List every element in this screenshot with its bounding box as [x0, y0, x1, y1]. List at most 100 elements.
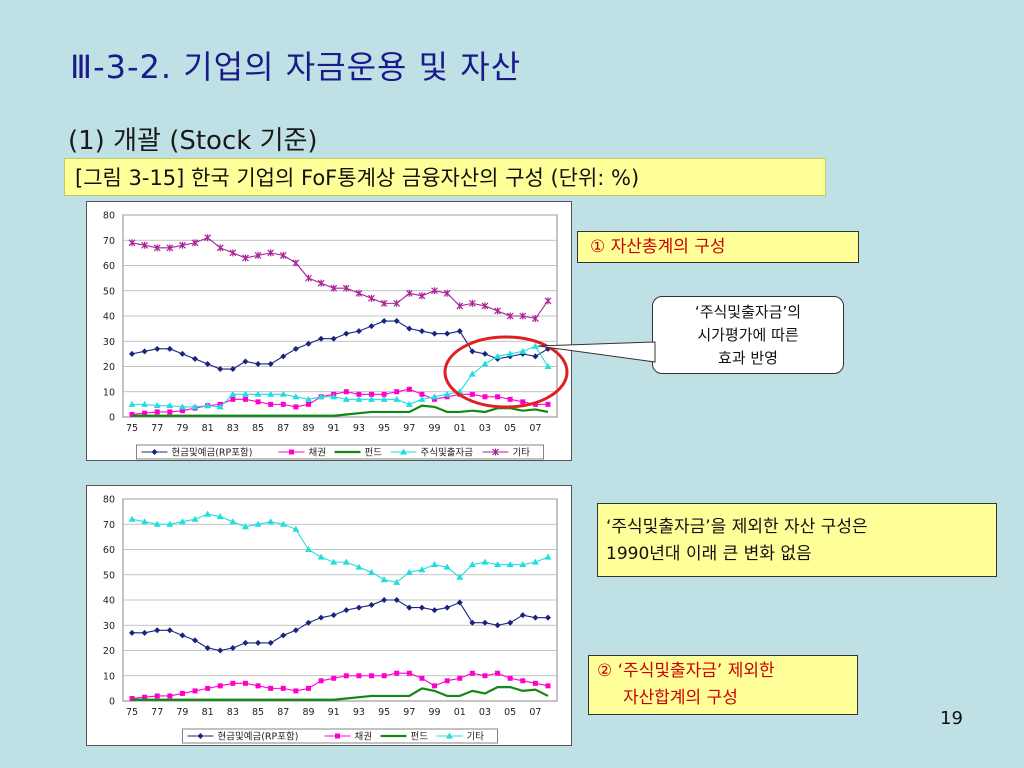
chart2-data-point [305, 619, 312, 626]
chart2-series-0 [129, 597, 551, 654]
chart2-data-point [179, 632, 186, 639]
chart1-xtick-label: 87 [277, 423, 289, 434]
chart1-ytick-label: 40 [103, 312, 115, 323]
chart2-data-point [519, 561, 527, 568]
chart2-ytick-label: 40 [103, 596, 115, 607]
chart2-data-point [267, 639, 274, 646]
chart1-data-point [153, 244, 161, 252]
chart2-series-line [132, 686, 549, 701]
chart2-data-point [204, 644, 211, 651]
chart1-data-point [342, 395, 350, 402]
chart1-legend-marker [151, 449, 158, 455]
chart1-data-point [242, 358, 249, 365]
chart2-series-line [131, 513, 549, 583]
chart1-ytick-label: 0 [109, 413, 115, 424]
chart2-xtick-label: 91 [328, 707, 340, 718]
chart1-data-point [154, 345, 161, 352]
chart1-data-point [393, 318, 400, 325]
chart1-data-point [330, 393, 338, 400]
chart2-series-2 [132, 686, 549, 701]
chart2-ytick-label: 50 [103, 570, 115, 581]
chart2-xtick-label: 95 [378, 707, 390, 718]
chart2-data-point [292, 525, 300, 532]
chart1-data-point [481, 302, 489, 310]
page-number: 19 [940, 708, 963, 729]
chart1-xtick-label: 85 [252, 423, 264, 434]
chart2-data-point [394, 670, 400, 676]
chart1-data-point [368, 395, 376, 402]
chart2-xtick-label: 85 [252, 707, 264, 718]
chart2-data-point [330, 612, 337, 619]
chart1-data-point [229, 249, 237, 257]
chart1-data-point [355, 289, 363, 297]
chart2-data-point [229, 644, 236, 651]
chart1-data-point [128, 400, 136, 407]
chart2-data-point [304, 546, 312, 552]
chart1-data-point [178, 403, 186, 410]
chart2-data-point [141, 518, 149, 525]
chart2-data-point [432, 683, 438, 689]
chart2-data-point [154, 693, 160, 699]
chart1-data-point [292, 259, 300, 267]
chart2-data-point [507, 619, 514, 626]
slide-subtitle: (1) 개괄 (Stock 기준) [68, 126, 318, 156]
chart1-xtick-label: 83 [227, 423, 239, 434]
chart1-data-point [381, 391, 387, 397]
chart2-data-point [406, 670, 412, 676]
chart1-data-point [468, 299, 476, 307]
chart2-xtick-label: 03 [479, 707, 491, 718]
chart1-data-point [531, 315, 539, 323]
chart2-data-point [166, 520, 174, 527]
chart2-legend-marker [446, 732, 453, 739]
chart1-data-point [267, 390, 275, 397]
note3-line-1: ② ‘주식및출자금’ 제외한 [597, 661, 775, 681]
chart1-data-point [305, 401, 311, 407]
chart1-data-point [241, 390, 249, 397]
chart2-legend-label: 현금및예금(RP포함) [218, 731, 299, 743]
chart2-data-point [520, 678, 526, 684]
chart1-data-point [216, 244, 224, 252]
chart2-data-point [343, 607, 350, 614]
chart2-data-point [393, 597, 400, 603]
chart1-data-point [355, 328, 362, 335]
chart2-data-point [368, 602, 375, 609]
chart2-data-point [142, 694, 148, 700]
chart1-xtick-label: 95 [378, 423, 390, 434]
chart1-data-point [418, 328, 425, 335]
chart1-data-point [356, 391, 362, 397]
note-composition-unchanged: ‘주식및출자금’을 제외한 자산 구성은 1990년대 이래 큰 변화 없음 [597, 503, 997, 577]
chart2-data-point [254, 520, 262, 527]
chart1-legend-marker [289, 449, 294, 455]
chart1-data-point [431, 330, 438, 337]
chart2-data-point [318, 614, 325, 621]
chart1-xtick-label: 89 [302, 423, 314, 434]
chart1-data-point [179, 408, 185, 414]
chart1-series-line [131, 237, 549, 320]
chart1-data-point [279, 390, 287, 397]
chart2-xtick-label: 87 [277, 707, 289, 718]
chart2-data-point [293, 688, 299, 694]
chart2-data-point [230, 680, 236, 686]
chart2-data-point [468, 561, 476, 568]
chart2-data-point [369, 673, 375, 679]
callout-market-valuation: ‘주식및출자금’의 시가평가에 따른 효과 반영 [652, 296, 844, 374]
chart2-legend: 현금및예금(RP포함) 채권 펀드 기타 [182, 728, 498, 744]
chart1-data-point [141, 241, 149, 249]
chart1-series-4 [128, 234, 552, 323]
chart1-data-point [405, 289, 413, 297]
chart1-data-point [482, 394, 488, 400]
chart2-data-point [456, 599, 463, 606]
chart1-data-point [279, 251, 287, 259]
chart2-data-point [482, 673, 488, 679]
chart1-data-point [393, 395, 401, 402]
chart1-data-point [268, 401, 274, 407]
chart1-data-point [544, 297, 552, 305]
chart2-legend-marker [335, 733, 340, 739]
chart2-ytick-label: 0 [109, 697, 115, 708]
chart1-data-point [330, 284, 338, 292]
chart1-data-point [204, 360, 211, 367]
chart1-xtick-label: 03 [479, 423, 491, 434]
chart1-data-point [267, 360, 274, 367]
chart2-data-point [192, 637, 199, 644]
